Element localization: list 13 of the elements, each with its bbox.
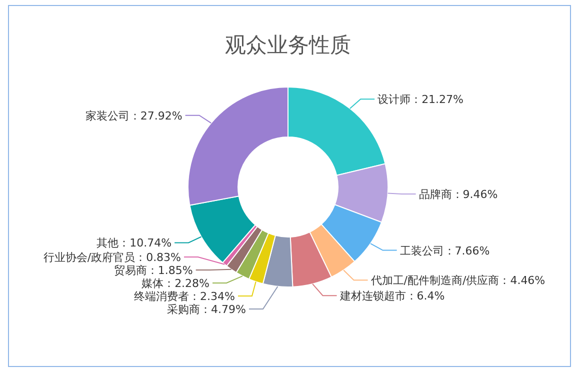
slice-label: 终端消费者：2.34% bbox=[134, 290, 235, 303]
slice-label: 品牌商：9.46% bbox=[418, 188, 498, 202]
slice-label: 家装公司：27.92% bbox=[85, 109, 182, 122]
slice-label: 建材连锁超市：6.4% bbox=[338, 290, 445, 303]
slice-label: 设计师：21.27% bbox=[378, 93, 464, 106]
slice-label: 代加工/配件制造商/供应商：4.46% bbox=[370, 274, 546, 288]
chart-title: 观众业务性质 bbox=[225, 33, 351, 57]
slice-label: 工装公司：7.66% bbox=[400, 244, 490, 258]
slice-label: 采购商：4.79% bbox=[167, 303, 246, 316]
slice-label: 行业协会/政府官员：0.83% bbox=[43, 251, 182, 264]
slice-label: 其他：10.74% bbox=[96, 236, 172, 250]
slice-label: 媒体：2.28% bbox=[142, 277, 210, 290]
slice-label: 贸易商：1.85% bbox=[114, 264, 193, 277]
